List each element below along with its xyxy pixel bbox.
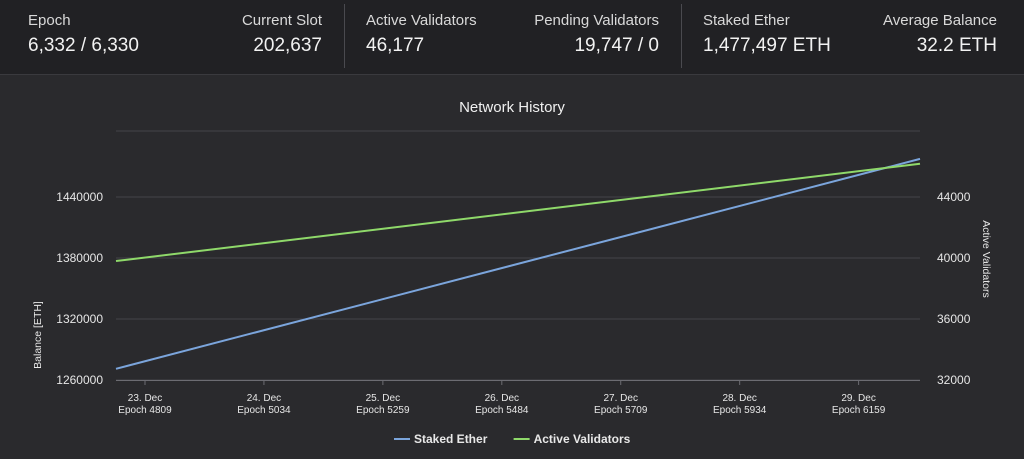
stat-current-slot-label: Current Slot <box>241 12 322 29</box>
y-axis-left-label: Balance [ETH] <box>32 301 44 369</box>
y-right-tick-label: 32000 <box>937 373 971 387</box>
chart-title: Network History <box>459 99 565 116</box>
stat-pending-validators: Pending Validators 19,747 / 0 <box>534 12 659 58</box>
x-tick-label-date: 25. Dec <box>366 393 400 404</box>
x-tick-label-epoch: Epoch 4809 <box>118 405 172 416</box>
series-line-active-validators <box>115 162 921 263</box>
y-right-tick-label: 44000 <box>937 190 971 204</box>
x-tick-label-epoch: Epoch 6159 <box>832 405 886 416</box>
y-axis-right-label: Active Validators <box>980 220 992 297</box>
series-line-staked-ether <box>115 157 921 370</box>
legend-label-active-validators: Active Validators <box>534 432 631 446</box>
x-tick-label-epoch: Epoch 5484 <box>475 405 529 416</box>
stat-epoch-value: 6,332 / 6,330 <box>28 35 139 56</box>
x-tick-label-date: 26. Dec <box>485 393 519 404</box>
stat-staked-ether-value: 1,477,497 ETH <box>703 35 831 56</box>
stat-average-balance: Average Balance 32.2 ETH <box>883 12 997 58</box>
x-tick-label-date: 28. Dec <box>722 393 756 404</box>
stat-average-balance-label: Average Balance <box>883 12 997 29</box>
legend-label-staked-ether: Staked Ether <box>414 432 488 446</box>
stat-pending-validators-label: Pending Validators <box>534 12 659 29</box>
y-left-tick-label: 1380000 <box>56 251 103 265</box>
stat-active-validators-label: Active Validators <box>366 12 477 29</box>
x-tick-label-epoch: Epoch 5709 <box>594 405 648 416</box>
x-tick-label-date: 27. Dec <box>604 393 638 404</box>
y-left-tick-label: 1320000 <box>56 312 103 326</box>
y-left-tick-label: 1440000 <box>56 190 103 204</box>
stat-active-validators: Active Validators 46,177 <box>366 12 477 58</box>
chart-svg: Network History 1260000 1320000 1380000 144… <box>32 99 992 446</box>
stat-current-slot: Current Slot 202,637 <box>242 12 322 58</box>
legend: Staked Ether Active Validators <box>394 432 631 446</box>
series <box>115 157 921 370</box>
stats-bar: Epoch 6,332 / 6,330 Current Slot 202,637… <box>0 0 1024 75</box>
stat-active-validators-value: 46,177 <box>366 35 425 56</box>
x-tick-label-epoch: Epoch 5259 <box>356 405 410 416</box>
y-left-tick-label: 1260000 <box>56 373 103 387</box>
network-history-chart: Network History 1260000 1320000 1380000 144… <box>0 75 1024 459</box>
x-tick-label-date: 23. Dec <box>128 393 162 404</box>
stat-epoch-label: Epoch <box>28 12 71 29</box>
stat-epoch: Epoch 6,332 / 6,330 <box>28 12 139 58</box>
x-tick-label-epoch: Epoch 5934 <box>713 405 767 416</box>
stat-staked-ether: Staked Ether 1,477,497 ETH <box>703 12 831 58</box>
x-tick-label-epoch: Epoch 5034 <box>237 405 291 416</box>
x-tick-label-date: 24. Dec <box>247 393 281 404</box>
y-right-tick-label: 40000 <box>937 251 971 265</box>
stats-divider <box>344 4 345 68</box>
stats-divider <box>681 4 682 68</box>
x-tick-label-date: 29. Dec <box>841 393 875 404</box>
stat-pending-validators-value: 19,747 / 0 <box>574 35 659 56</box>
axes: 1260000 1320000 1380000 1440000 32000 36000 40… <box>56 190 970 416</box>
stat-average-balance-value: 32.2 ETH <box>916 35 997 56</box>
grid <box>116 130 920 381</box>
y-right-tick-label: 36000 <box>937 312 971 326</box>
stat-current-slot-value: 202,637 <box>253 35 322 56</box>
stat-staked-ether-label: Staked Ether <box>703 12 790 29</box>
